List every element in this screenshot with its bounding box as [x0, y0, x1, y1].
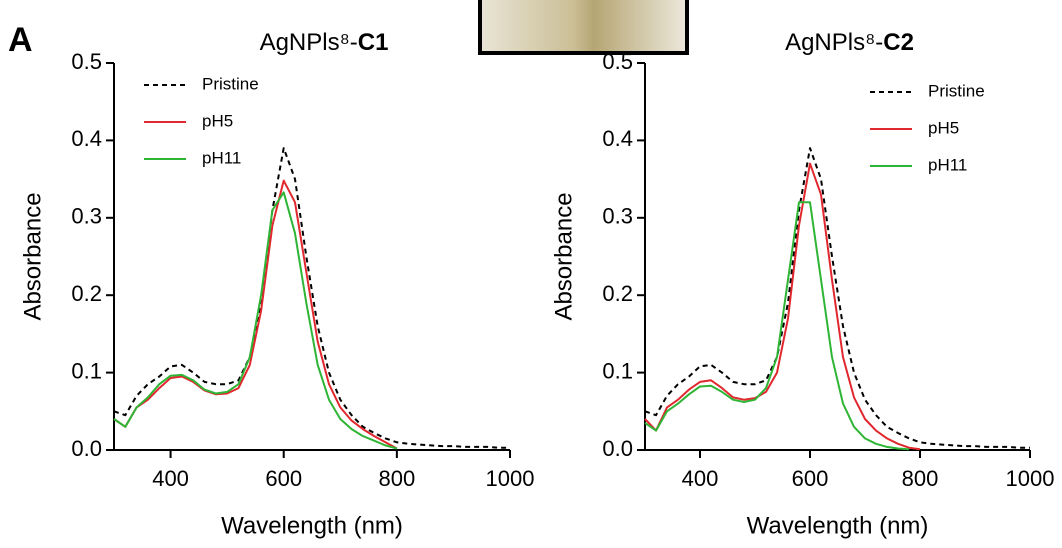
- legend-label: Pristine: [928, 81, 985, 100]
- line-series: [113, 147, 510, 449]
- line-series: [113, 191, 398, 450]
- y-tick-label: 0.2: [602, 281, 633, 306]
- legend-label: pH11: [202, 148, 241, 167]
- x-tick-label: 1000: [486, 466, 535, 491]
- chart-title: AgNPls⁸-C1: [260, 29, 389, 56]
- title-emphasis: C1: [358, 29, 389, 56]
- y-tick-label: 0.4: [71, 126, 102, 151]
- panel-label: A: [8, 21, 33, 59]
- chart-title: AgNPls⁸-C2: [785, 29, 914, 56]
- title-text: AgNPls⁸-: [260, 29, 358, 56]
- y-tick-label: 0.1: [71, 358, 102, 383]
- x-tick-label: 1000: [1006, 466, 1055, 491]
- y-tick-label: 0.2: [71, 281, 102, 306]
- x-axis-label: Wavelength (nm): [747, 512, 929, 539]
- line-series: [113, 179, 398, 450]
- line-series: [644, 201, 910, 451]
- title-emphasis: C2: [883, 29, 914, 56]
- inset-photo: [478, 0, 689, 55]
- y-tick-label: 0.5: [71, 49, 102, 74]
- y-tick-label: 0.3: [602, 204, 633, 229]
- y-tick-label: 0.1: [602, 358, 633, 383]
- line-series: [644, 162, 921, 451]
- x-tick-label: 800: [378, 466, 415, 491]
- y-tick-label: 0.0: [71, 436, 102, 461]
- y-axis-label: Absorbance: [550, 192, 577, 320]
- y-axis-label: Absorbance: [19, 192, 46, 320]
- legend-label: Pristine: [202, 74, 259, 93]
- x-tick-label: 400: [152, 466, 189, 491]
- y-tick-label: 0.4: [602, 126, 633, 151]
- y-tick-label: 0.3: [71, 204, 102, 229]
- x-axis-label: Wavelength (nm): [221, 512, 403, 539]
- x-tick-label: 600: [265, 466, 302, 491]
- title-text: AgNPls⁸-: [785, 29, 883, 56]
- line-series: [644, 147, 1030, 449]
- y-tick-label: 0.5: [602, 49, 633, 74]
- legend-label: pH5: [202, 111, 233, 130]
- legend-label: pH11: [928, 155, 967, 174]
- x-tick-label: 400: [682, 466, 719, 491]
- x-tick-label: 800: [902, 466, 939, 491]
- y-tick-label: 0.0: [602, 436, 633, 461]
- legend-label: pH5: [928, 118, 959, 137]
- x-tick-label: 600: [792, 466, 829, 491]
